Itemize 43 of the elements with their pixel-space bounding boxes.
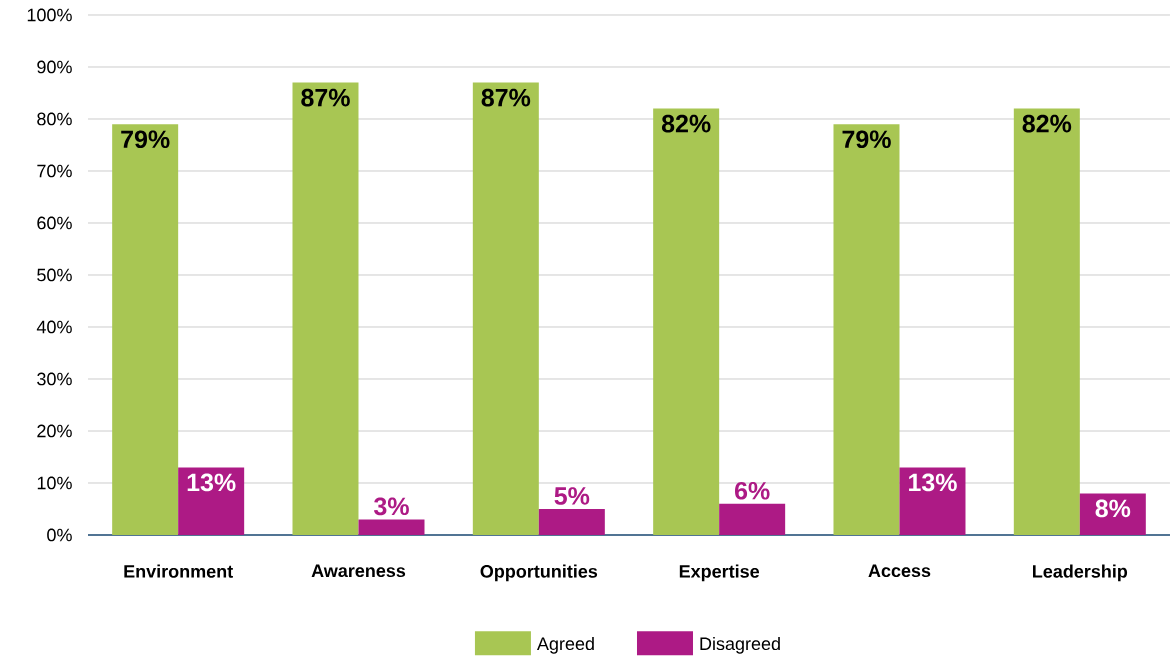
bar [472, 82, 539, 535]
data-label: 87% [301, 88, 350, 107]
bar [358, 519, 425, 535]
y-tick-label: 10% [37, 476, 72, 490]
bar [1079, 493, 1146, 535]
legend-label: Agreed [536, 636, 594, 654]
y-tick-label: 20% [37, 424, 72, 438]
y-tick-label: 30% [37, 372, 72, 386]
bar [833, 124, 900, 535]
y-tick-label: 70% [37, 164, 72, 178]
x-tick-label: Access [868, 564, 931, 578]
y-tick-label: 100% [27, 8, 72, 22]
data-label: 3% [374, 497, 409, 516]
bar [1013, 108, 1080, 535]
y-tick-label: 60% [37, 216, 72, 230]
data-label: 13% [909, 473, 957, 492]
bar [178, 467, 245, 535]
bar [899, 467, 966, 535]
bar [112, 124, 179, 535]
y-tick-label: 80% [37, 112, 72, 126]
bar [538, 509, 605, 535]
x-tick-label: Leadership [1033, 564, 1128, 582]
data-label: 13% [187, 473, 236, 492]
bar [653, 108, 720, 535]
bar [719, 503, 786, 535]
data-label: 79% [842, 130, 891, 149]
data-label: 87% [481, 88, 531, 107]
data-label: 5% [554, 487, 590, 505]
data-label: 82% [1022, 114, 1072, 133]
x-tick-label: Environment [124, 564, 233, 578]
y-tick-label: 40% [36, 320, 72, 334]
legend-label: Disagreed [700, 636, 780, 654]
data-label: 8% [1095, 499, 1131, 518]
bar [292, 82, 359, 535]
x-tick-label: Opportunities [480, 564, 598, 582]
y-tick-label: 50% [37, 268, 72, 282]
y-tick-label: 0% [47, 528, 72, 542]
x-tick-label: Expertise [679, 564, 760, 582]
y-tick-label: 90% [37, 60, 72, 74]
data-label: 82% [661, 114, 711, 133]
data-label: 6% [735, 481, 770, 500]
x-tick-label: Awareness [311, 564, 406, 578]
data-label: 79% [121, 130, 170, 149]
